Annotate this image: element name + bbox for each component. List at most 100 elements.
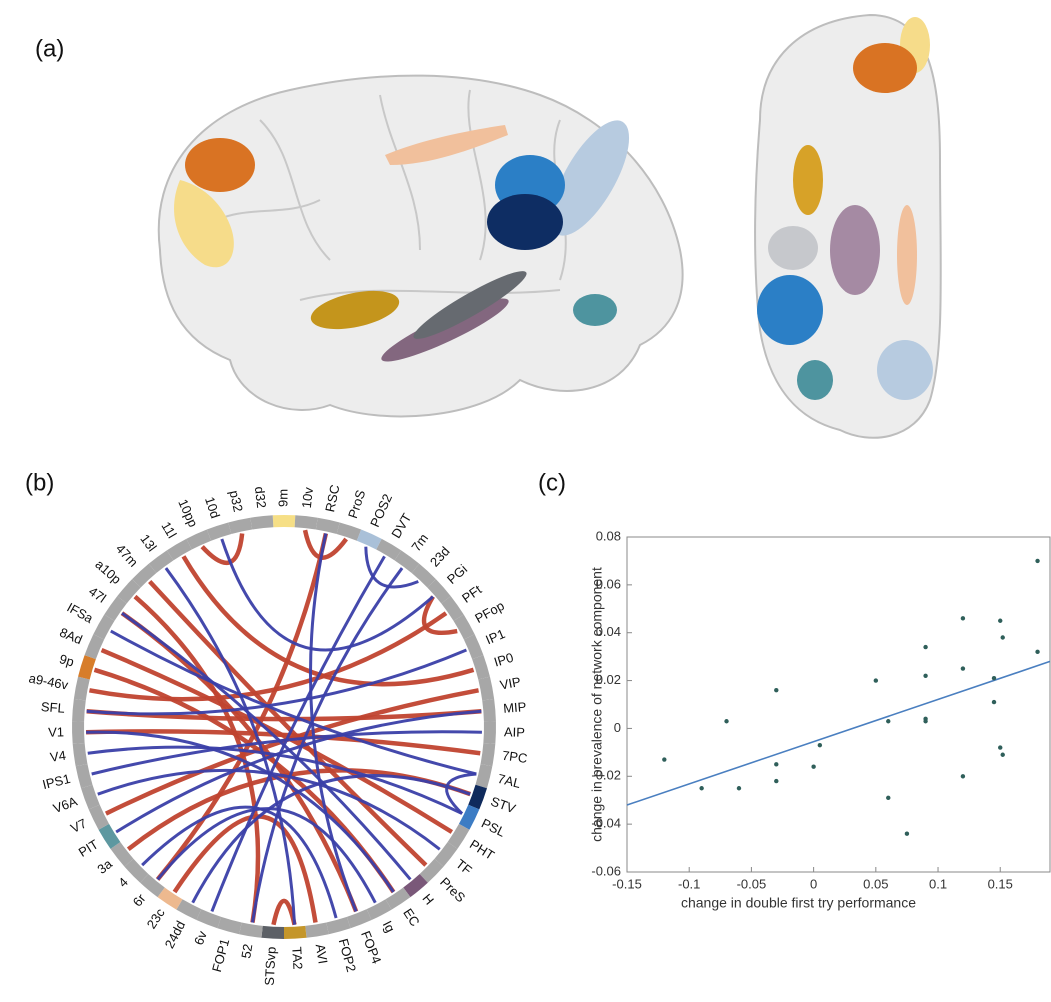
ring-segment (439, 845, 453, 862)
node-label: STV (489, 794, 518, 817)
node-label: 9m (275, 489, 290, 507)
ring-segment (338, 528, 359, 535)
ring-segment (78, 700, 80, 722)
node-label: FOP2 (336, 937, 359, 974)
point (699, 786, 703, 790)
node-label: IP1 (483, 626, 507, 647)
region (877, 340, 933, 400)
node-label: 10pp (175, 497, 201, 530)
ring-segment (369, 904, 388, 914)
node-label: PSL (479, 816, 508, 840)
ring-segment (170, 544, 189, 555)
point (961, 666, 965, 670)
node-label: RSC (322, 483, 342, 513)
node-label: PFop (472, 598, 506, 626)
ring-segment (359, 535, 379, 544)
ring-segment (328, 923, 349, 929)
brain-axial (755, 15, 941, 438)
y-tick-label: 0.08 (596, 528, 621, 543)
figure: (a) (b) (c) 9m10vRSCProSPOS2DVT7m23dPGiP… (0, 0, 1051, 1002)
ring-segment (349, 915, 369, 923)
x-axis-label: change in double first try performance (681, 895, 916, 911)
x-tick-label: 0.05 (863, 876, 888, 891)
ring-segment (251, 521, 273, 523)
point (923, 719, 927, 723)
point (998, 745, 1002, 749)
x-tick-label: 0.1 (929, 876, 947, 891)
ring-segment (474, 786, 481, 807)
ring-segment (144, 878, 161, 892)
point (662, 757, 666, 761)
node-label: MIP (503, 699, 527, 716)
point (998, 619, 1002, 623)
node-label: PreS (437, 874, 468, 905)
point (992, 676, 996, 680)
node-label: 13l (137, 531, 159, 554)
panel-label: (a) (35, 35, 64, 62)
ring-segment (82, 765, 87, 786)
panel-label: (c) (538, 469, 566, 496)
ring-segment (99, 618, 110, 637)
node-label: d32 (252, 486, 269, 509)
point (923, 674, 927, 678)
ring-segment (489, 722, 490, 744)
point (886, 796, 890, 800)
ring-segment (78, 722, 79, 744)
point (774, 779, 778, 783)
ring-segment (230, 524, 251, 529)
point (961, 774, 965, 778)
node-label: 23c (144, 905, 168, 931)
ring-segment (129, 863, 144, 879)
x-tick-label: 0.15 (988, 876, 1013, 891)
ring-segment (478, 657, 484, 678)
point (992, 700, 996, 704)
node-label: IFSa (64, 600, 96, 627)
node-label: 23d (427, 544, 453, 570)
point (1035, 559, 1039, 563)
node-label: ProS (345, 488, 368, 520)
region (573, 294, 617, 326)
node-label: SFL (40, 699, 65, 716)
node-label: TF (453, 856, 475, 878)
node-label: Ig (380, 918, 398, 935)
node-label: EC (400, 906, 422, 929)
ring-segment (284, 932, 306, 933)
region (830, 205, 880, 295)
ring-segment (481, 765, 486, 786)
node-label: p32 (227, 489, 246, 513)
ring-segment (90, 637, 99, 657)
node-label: IP0 (492, 650, 515, 670)
point (774, 688, 778, 692)
node-label: V6A (51, 793, 80, 816)
point (961, 616, 965, 620)
node-label: FOP4 (358, 929, 384, 966)
node-label: V1 (48, 724, 64, 739)
ring-segment (469, 637, 478, 657)
ring-segment (446, 600, 459, 618)
point (1001, 635, 1005, 639)
ring-segment (424, 863, 439, 879)
point (886, 719, 890, 723)
node-label: DVT (388, 511, 414, 541)
node-label: 9p (58, 651, 76, 670)
region (185, 138, 255, 192)
region (757, 275, 823, 345)
node-label: 4 (115, 874, 131, 890)
node-label: PHT (467, 836, 497, 863)
ring-segment (122, 583, 136, 600)
ring-segment (317, 524, 338, 529)
node-label: 47l (86, 584, 109, 606)
ring-segment (453, 827, 465, 846)
ring-segment (209, 528, 230, 535)
point (874, 678, 878, 682)
point (818, 743, 822, 747)
ring-segment (79, 743, 82, 765)
region (768, 226, 818, 270)
ring-segment (109, 600, 122, 618)
ring-segment (161, 892, 179, 904)
node-label: 7PC (501, 748, 528, 766)
node-label: 8Ad (57, 625, 84, 648)
node-label: 7m (408, 531, 431, 554)
node-label: 52 (238, 943, 255, 960)
